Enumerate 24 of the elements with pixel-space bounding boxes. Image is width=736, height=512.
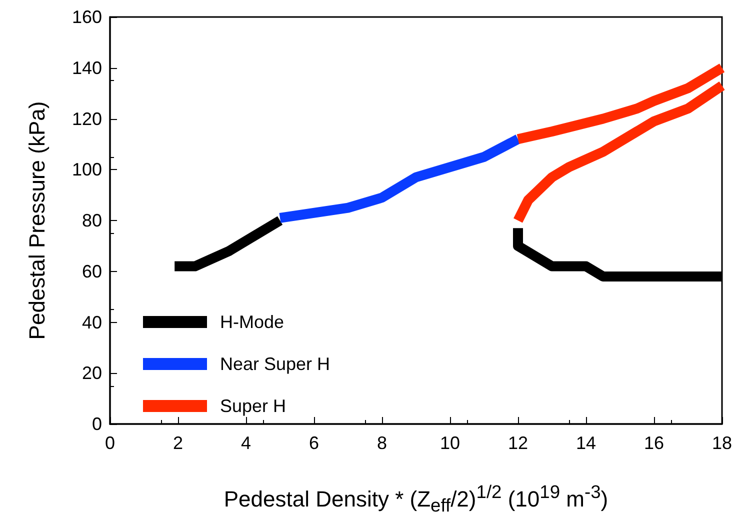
y-tick-label: 20 xyxy=(82,363,102,384)
text: Pedestal Density * (Z$_{eff}$/2)$^{1/2}$ (10$^{19}$ m$^{-3}$) xyxy=(224,481,608,512)
y-tick-label: 140 xyxy=(72,58,102,78)
y-tick-label: 60 xyxy=(82,261,102,282)
y-tick-label: 160 xyxy=(72,7,102,27)
x-tick-label: 0 xyxy=(104,433,116,453)
y-tick-label: 0 xyxy=(92,414,102,434)
legend-label: Near Super H xyxy=(220,354,330,374)
y-tick-label: 100 xyxy=(72,160,102,180)
x-tick-label: 8 xyxy=(376,433,388,453)
x-tick-label: 4 xyxy=(240,433,252,453)
x-tick-label: 16 xyxy=(644,433,664,453)
y-tick-label: 40 xyxy=(82,312,102,332)
y-axis-title: Pedestal Pressure (kPa) xyxy=(24,101,50,340)
y-tick-label: 80 xyxy=(82,210,102,230)
legend-label: H-Mode xyxy=(220,312,284,332)
legend-label: Super H xyxy=(220,396,286,416)
x-tick-label: 6 xyxy=(308,433,320,453)
x-tick-label: 10 xyxy=(440,433,460,453)
y-tick-label: 120 xyxy=(72,108,102,129)
x-tick-label: 12 xyxy=(508,433,528,453)
x-tick-label: 14 xyxy=(576,433,596,453)
x-tick-label: 2 xyxy=(172,433,184,453)
x-tick-label: 18 xyxy=(712,433,732,453)
